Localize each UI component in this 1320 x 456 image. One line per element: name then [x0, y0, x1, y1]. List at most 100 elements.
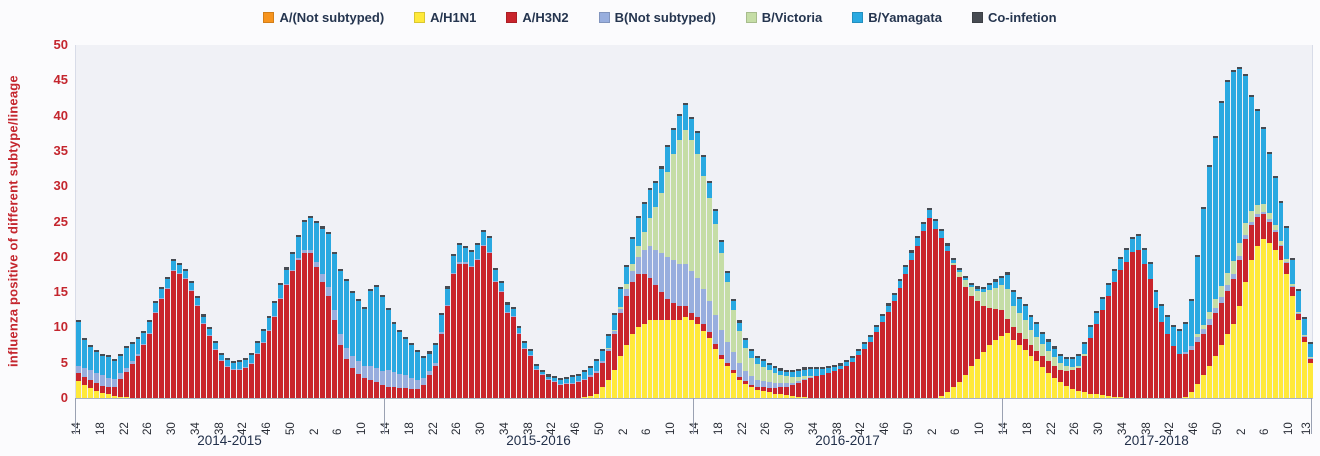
- segment-co: [266, 315, 272, 318]
- y-axis-tick: 30: [53, 178, 68, 194]
- segment-yamagata: [855, 351, 861, 355]
- segment-yamagata: [641, 203, 647, 233]
- segment-b_ns: [528, 354, 534, 356]
- segment-yamagata: [117, 356, 123, 374]
- segment-co: [195, 296, 201, 299]
- segment-h3n2: [963, 287, 968, 376]
- segment-yamagata: [1248, 97, 1254, 211]
- segment-co: [1207, 165, 1213, 168]
- segment-co: [451, 254, 456, 257]
- bar: [1147, 261, 1153, 398]
- segment-h3n2: [754, 386, 760, 390]
- segment-yamagata: [564, 378, 570, 383]
- bar: [296, 234, 302, 398]
- segment-b_ns: [105, 377, 111, 388]
- bar: [248, 352, 254, 398]
- segment-h3n2: [707, 332, 712, 338]
- x-axis-tick-label: 6: [332, 428, 345, 435]
- segment-yamagata: [730, 301, 736, 310]
- segment-h3n2: [1224, 290, 1230, 335]
- segment-h1n1: [123, 397, 129, 398]
- segment-co: [296, 234, 302, 238]
- bar: [552, 375, 558, 398]
- segment-b_ns: [308, 249, 314, 254]
- bar: [99, 353, 105, 398]
- segment-victoria: [1278, 241, 1284, 245]
- segment-yamagata: [504, 304, 510, 313]
- segment-h3n2: [968, 295, 974, 367]
- segment-yamagata: [296, 237, 302, 259]
- segment-b_ns: [129, 361, 135, 365]
- segment-co: [980, 286, 986, 289]
- segment-h1n1: [1272, 249, 1278, 398]
- segment-yamagata: [1058, 355, 1064, 364]
- segment-h1n1: [1117, 397, 1123, 398]
- segment-co: [272, 301, 278, 304]
- bar: [855, 349, 861, 398]
- segment-b_ns: [212, 349, 218, 350]
- segment-co: [302, 220, 308, 223]
- segment-yamagata: [528, 351, 534, 355]
- segment-yamagata: [290, 253, 296, 270]
- segment-b_ns: [206, 334, 212, 336]
- legend-item: Co-infetion: [971, 10, 1057, 25]
- segment-h3n2: [76, 372, 81, 382]
- segment-co: [1219, 100, 1224, 103]
- segment-co: [230, 361, 236, 364]
- segment-yamagata: [832, 366, 837, 372]
- segment-victoria: [629, 263, 635, 271]
- segment-yamagata: [968, 285, 974, 288]
- segment-yamagata: [647, 189, 653, 218]
- segment-co: [480, 230, 486, 233]
- segment-h1n1: [587, 395, 593, 398]
- segment-co: [796, 369, 802, 372]
- segment-h3n2: [206, 335, 212, 398]
- bar: [1129, 237, 1135, 398]
- season-divider: [1002, 398, 1003, 434]
- segment-b_ns: [171, 269, 177, 271]
- segment-h3n2: [129, 364, 135, 398]
- bar: [1195, 254, 1201, 398]
- segment-yamagata: [736, 322, 742, 331]
- segment-h3n2: [760, 387, 766, 391]
- segment-co: [689, 117, 695, 120]
- segment-yamagata: [992, 281, 998, 288]
- segment-b_ns: [736, 362, 742, 377]
- segment-b_ns: [385, 370, 391, 388]
- segment-yamagata: [206, 329, 212, 335]
- segment-b_ns: [165, 287, 171, 289]
- segment-h3n2: [1272, 232, 1278, 250]
- bar: [1201, 206, 1207, 398]
- segment-yamagata: [712, 210, 718, 224]
- segment-co: [1183, 321, 1189, 324]
- y-axis-tick: 20: [53, 248, 68, 264]
- segment-yamagata: [409, 345, 415, 378]
- bar: [873, 324, 879, 398]
- x-axis-tick-label: 2: [308, 428, 321, 435]
- segment-yamagata: [861, 344, 867, 349]
- segment-yamagata: [510, 308, 516, 316]
- segment-h3n2: [230, 369, 236, 398]
- segment-co: [802, 367, 808, 370]
- segment-h3n2: [1022, 338, 1028, 350]
- segment-victoria: [718, 252, 724, 331]
- segment-yamagata: [445, 288, 451, 305]
- segment-co: [1010, 290, 1016, 293]
- x-axis-tick-label: 46: [261, 422, 274, 435]
- segment-victoria: [617, 306, 623, 310]
- segment-yamagata: [1040, 334, 1046, 345]
- segment-yamagata: [171, 261, 177, 270]
- segment-h1n1: [1088, 393, 1093, 398]
- segment-h3n2: [1141, 263, 1147, 398]
- bar: [236, 360, 242, 398]
- segment-h1n1: [683, 316, 689, 398]
- segment-h3n2: [349, 368, 355, 398]
- segment-h1n1: [87, 388, 93, 398]
- segment-h1n1: [93, 390, 99, 398]
- segment-co: [593, 359, 599, 362]
- season-divider: [1311, 398, 1312, 434]
- segment-yamagata: [1219, 102, 1224, 287]
- segment-yamagata: [1266, 153, 1272, 214]
- bar: [790, 369, 796, 398]
- segment-b_ns: [1230, 273, 1236, 280]
